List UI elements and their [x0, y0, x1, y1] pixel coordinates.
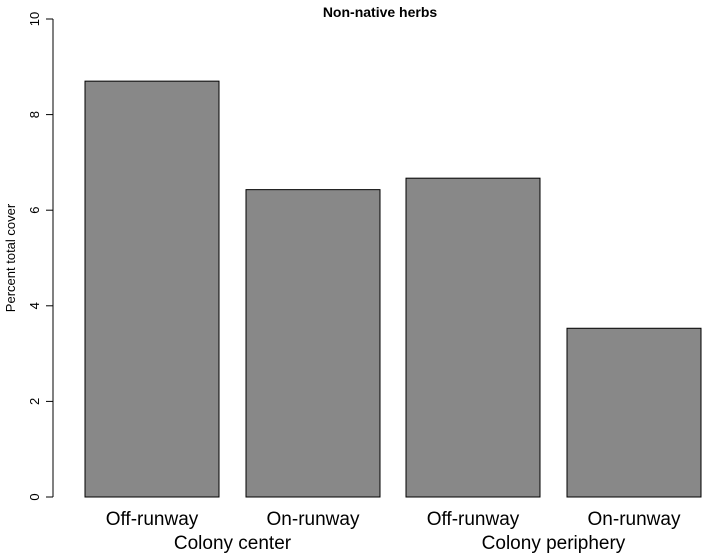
- bar: [566, 327, 702, 498]
- category-label: On-runway: [588, 509, 681, 530]
- y-tick-label: 8: [27, 111, 42, 118]
- y-tick-label: 4: [27, 302, 42, 309]
- category-label: Off-runway: [427, 509, 520, 530]
- group-label: Colony periphery: [482, 533, 626, 554]
- y-axis: 0 2 4 6 8 10: [27, 12, 54, 501]
- x-axis-labels: Off-runway On-runway Off-runway On-runway Co…: [106, 509, 681, 554]
- group-label: Colony center: [174, 533, 292, 554]
- y-axis-label: Percent total cover: [3, 203, 18, 312]
- chart-title: Non-native herbs: [323, 4, 438, 20]
- bars: [84, 80, 702, 498]
- category-label: On-runway: [267, 509, 360, 530]
- category-label: Off-runway: [106, 509, 199, 530]
- bar: [245, 189, 381, 498]
- y-tick-label: 10: [27, 12, 42, 26]
- bar: [405, 177, 541, 498]
- y-tick-label: 0: [27, 493, 42, 500]
- bar: [84, 80, 220, 498]
- y-tick-label: 2: [27, 398, 42, 405]
- y-tick-label: 6: [27, 207, 42, 214]
